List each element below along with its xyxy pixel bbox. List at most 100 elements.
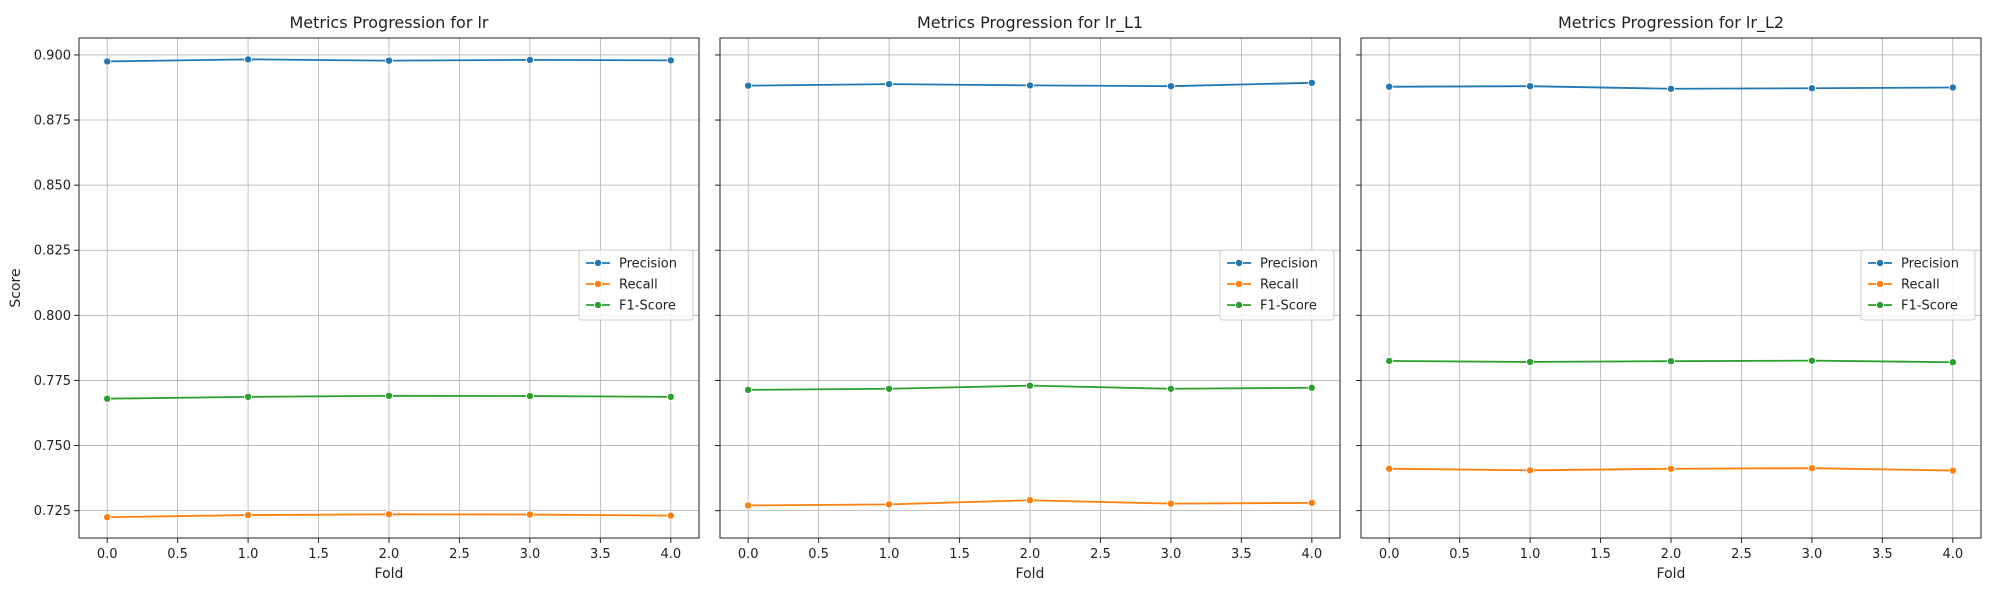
data-point-precision xyxy=(103,57,112,66)
legend-marker xyxy=(1235,300,1244,309)
x-axis-label: Fold xyxy=(375,566,404,582)
legend-entry-precision: Precision xyxy=(1901,257,1959,272)
data-point-precision xyxy=(666,56,675,65)
data-point-recall xyxy=(244,511,253,520)
x-tick-label: 0.0 xyxy=(1379,547,1400,562)
data-point-precision xyxy=(1385,82,1394,91)
y-axis-label: Score xyxy=(8,268,24,307)
legend-box xyxy=(1219,249,1335,321)
legend: Precision Recall F1-Score xyxy=(1860,249,1976,321)
chart-title: Metrics Progression for lr_L1 xyxy=(917,13,1143,33)
data-point-f1-score xyxy=(1526,357,1535,366)
x-tick-label: 2.0 xyxy=(1020,547,1041,562)
data-point-f1-score xyxy=(1166,384,1175,393)
x-tick-label: 3.0 xyxy=(1802,547,1823,562)
data-point-f1-score xyxy=(1667,357,1676,366)
data-point-precision xyxy=(1948,83,1957,92)
data-point-f1-score xyxy=(1026,381,1035,390)
chart-title: Metrics Progression for lr xyxy=(289,13,488,32)
data-point-recall xyxy=(1385,464,1394,473)
x-tick-label: 1.5 xyxy=(308,547,329,562)
legend: Precision Recall F1-Score xyxy=(578,249,694,321)
data-point-recall xyxy=(1026,496,1035,505)
data-point-f1-score xyxy=(744,385,753,394)
data-point-precision xyxy=(1526,82,1535,91)
legend: Precision Recall F1-Score xyxy=(1219,249,1335,321)
data-point-f1-score xyxy=(384,391,393,400)
data-point-recall xyxy=(103,513,112,522)
legend-marker xyxy=(1235,279,1244,288)
data-point-precision xyxy=(244,55,253,64)
x-tick-label: 3.0 xyxy=(1161,547,1182,562)
data-point-f1-score xyxy=(103,394,112,403)
data-point-recall xyxy=(1166,499,1175,508)
data-point-recall xyxy=(1667,464,1676,473)
data-point-precision xyxy=(1166,82,1175,91)
x-tick-label: 0.0 xyxy=(738,547,759,562)
data-point-recall xyxy=(1948,466,1957,475)
legend-marker xyxy=(594,258,603,267)
data-point-f1-score xyxy=(525,392,534,401)
legend-entry-f1-score: F1-Score xyxy=(1260,299,1317,314)
x-tick-label: 2.5 xyxy=(1090,547,1111,562)
x-axis-label: Fold xyxy=(1657,566,1686,582)
x-tick-label: 2.5 xyxy=(1731,547,1752,562)
legend-marker xyxy=(594,279,603,288)
data-point-f1-score xyxy=(1807,356,1816,365)
chart-panel-2: 0.0 0.5 1.0 1.5 2.0 2.5 3.0 3.5 4.0 Metrics Progr… xyxy=(1356,13,1982,582)
data-point-precision xyxy=(1026,81,1035,90)
data-point-f1-score xyxy=(1307,383,1316,392)
data-point-precision xyxy=(1807,84,1816,93)
y-tick-label: 0.800 xyxy=(34,309,71,324)
x-tick-label: 3.5 xyxy=(590,547,611,562)
chart-title: Metrics Progression for lr_L2 xyxy=(1558,13,1784,33)
data-point-recall xyxy=(666,511,675,520)
data-point-precision xyxy=(1307,78,1316,87)
legend-marker xyxy=(1876,279,1885,288)
legend-marker xyxy=(1876,300,1885,309)
chart-panel-0: 0.0 0.5 1.0 1.5 2.0 2.5 3.0 3.5 4.0 0.725 0.750 0.7… xyxy=(8,13,700,582)
y-tick-label: 0.750 xyxy=(34,439,71,454)
x-tick-label: 0.5 xyxy=(808,547,829,562)
x-tick-label: 3.5 xyxy=(1872,547,1893,562)
legend-entry-f1-score: F1-Score xyxy=(619,299,676,314)
x-tick-label: 4.0 xyxy=(1942,547,1963,562)
legend-entry-precision: Precision xyxy=(619,257,677,272)
data-point-recall xyxy=(1526,466,1535,475)
y-tick-label: 0.825 xyxy=(34,244,71,259)
data-point-f1-score xyxy=(1385,356,1394,365)
legend-box xyxy=(578,249,694,321)
y-tick-label: 0.725 xyxy=(34,504,71,519)
legend-entry-recall: Recall xyxy=(1901,278,1940,293)
legend-marker xyxy=(1876,258,1885,267)
legend-entry-recall: Recall xyxy=(1260,278,1299,293)
x-tick-label: 0.0 xyxy=(97,547,118,562)
legend-entry-f1-score: F1-Score xyxy=(1901,299,1958,314)
legend-entry-precision: Precision xyxy=(1260,257,1318,272)
data-point-recall xyxy=(1807,464,1816,473)
x-tick-label: 4.0 xyxy=(1301,547,1322,562)
x-tick-label: 1.0 xyxy=(879,547,900,562)
plot-frame xyxy=(1360,37,1982,539)
legend-marker xyxy=(1235,258,1244,267)
legend-entry-recall: Recall xyxy=(619,278,658,293)
data-point-recall xyxy=(525,510,534,519)
x-tick-label: 2.0 xyxy=(1661,547,1682,562)
x-tick-label: 1.5 xyxy=(1590,547,1611,562)
x-tick-label: 0.5 xyxy=(167,547,188,562)
x-tick-label: 2.0 xyxy=(379,547,400,562)
x-tick-label: 1.5 xyxy=(949,547,970,562)
x-tick-label: 0.5 xyxy=(1449,547,1470,562)
x-tick-label: 2.5 xyxy=(449,547,470,562)
legend-box xyxy=(1860,249,1976,321)
y-tick-label: 0.775 xyxy=(34,374,71,389)
x-tick-label: 1.0 xyxy=(238,547,259,562)
y-tick-label: 0.875 xyxy=(34,114,71,129)
plot-frame xyxy=(78,37,700,539)
data-point-f1-score xyxy=(885,384,894,393)
data-point-recall xyxy=(885,500,894,509)
legend-marker xyxy=(594,300,603,309)
data-point-precision xyxy=(384,56,393,65)
chart-panel-1: 0.0 0.5 1.0 1.5 2.0 2.5 3.0 3.5 4.0 Metrics Progr… xyxy=(715,13,1341,582)
